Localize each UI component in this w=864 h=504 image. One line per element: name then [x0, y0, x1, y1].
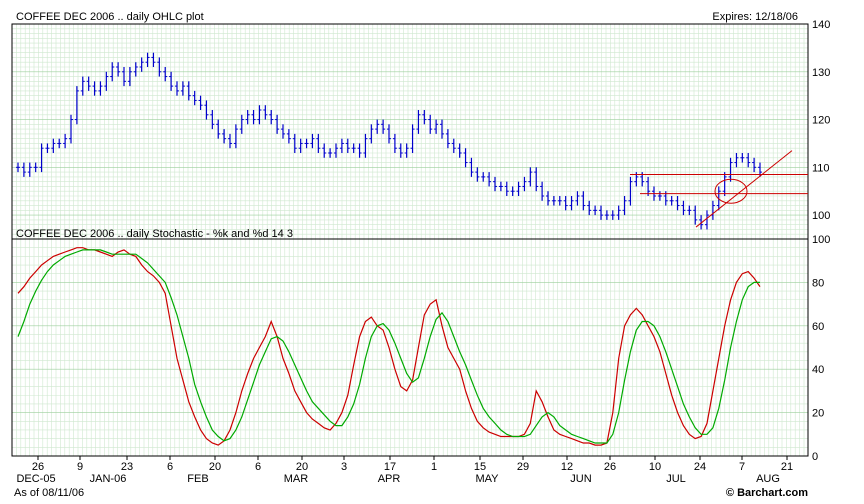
price-tick-label: 130: [812, 67, 830, 79]
stochastic-tick-label: 40: [812, 364, 824, 376]
month-label: MAY: [475, 473, 499, 485]
stochastic-tick-label: 100: [812, 234, 830, 246]
price-y-axis: 100 110 120 130 140: [812, 19, 830, 222]
stochastic-tick-label: 20: [812, 408, 824, 420]
price-tick-label: 140: [812, 19, 830, 31]
stochastic-tick-label: 60: [812, 321, 824, 333]
month-label: AUG: [756, 473, 780, 485]
stochastic-chart-title: COFFEE DEC 2006 .. daily Stochastic - %k…: [16, 228, 293, 240]
day-tick-label: 7: [739, 461, 745, 473]
price-chart-title: COFFEE DEC 2006 .. daily OHLC plot: [16, 11, 204, 23]
day-tick-label: 20: [296, 461, 308, 473]
day-tick-label: 1: [431, 461, 437, 473]
day-tick-label: 29: [517, 461, 529, 473]
highlight-ellipse: [714, 178, 748, 204]
stochastic-panel-frame: [11, 238, 809, 457]
month-label: FEB: [187, 473, 208, 485]
day-tick-label: 21: [781, 461, 793, 473]
day-tick-label: 17: [384, 461, 396, 473]
stochastic-tick-label: 80: [812, 277, 824, 289]
month-label: DEC-05: [16, 473, 55, 485]
day-tick-label: 9: [77, 461, 83, 473]
price-tick-label: 100: [812, 210, 830, 222]
trend-annotations: [630, 150, 808, 228]
as-of-date: As of 08/11/06: [14, 487, 84, 499]
day-tick-label: 3: [341, 461, 347, 473]
day-tick-label: 23: [121, 461, 133, 473]
month-label: MAR: [284, 473, 309, 485]
price-tick-label: 120: [812, 115, 830, 127]
stochastic-lines: [17, 247, 761, 446]
day-tick-label: 10: [649, 461, 661, 473]
day-tick-label: 6: [255, 461, 261, 473]
day-tick-label: 6: [167, 461, 173, 473]
uptrend-line: [695, 150, 793, 228]
month-label: JUN: [570, 473, 591, 485]
barchart-credit: © Barchart.com: [726, 487, 808, 499]
series-line-pct-d: [17, 249, 760, 444]
grid-lines: [11, 23, 808, 457]
stochastic-tick-label: 0: [812, 451, 818, 463]
ohlc-bars: [16, 52, 762, 230]
price-tick-label: 110: [812, 162, 830, 174]
day-tick-label: 12: [561, 461, 573, 473]
month-label: APR: [378, 473, 401, 485]
month-label: JUL: [666, 473, 686, 485]
day-tick-label: 15: [474, 461, 486, 473]
plot-background: [12, 24, 808, 456]
x-axis: 26 9 23 6 20 6 20 3 17 1 15 29 12 26 10 24 7 21 DEC-05 JAN-…: [16, 456, 793, 485]
series-line-pct-k: [17, 247, 761, 446]
day-tick-label: 26: [32, 461, 44, 473]
day-tick-label: 26: [604, 461, 616, 473]
month-label: JAN-06: [90, 473, 127, 485]
stochastic-y-axis: 0 20 40 60 80 100: [812, 234, 830, 463]
day-tick-label: 24: [694, 461, 706, 473]
day-tick-label: 20: [209, 461, 221, 473]
expires-label: Expires: 12/18/06: [712, 11, 798, 23]
